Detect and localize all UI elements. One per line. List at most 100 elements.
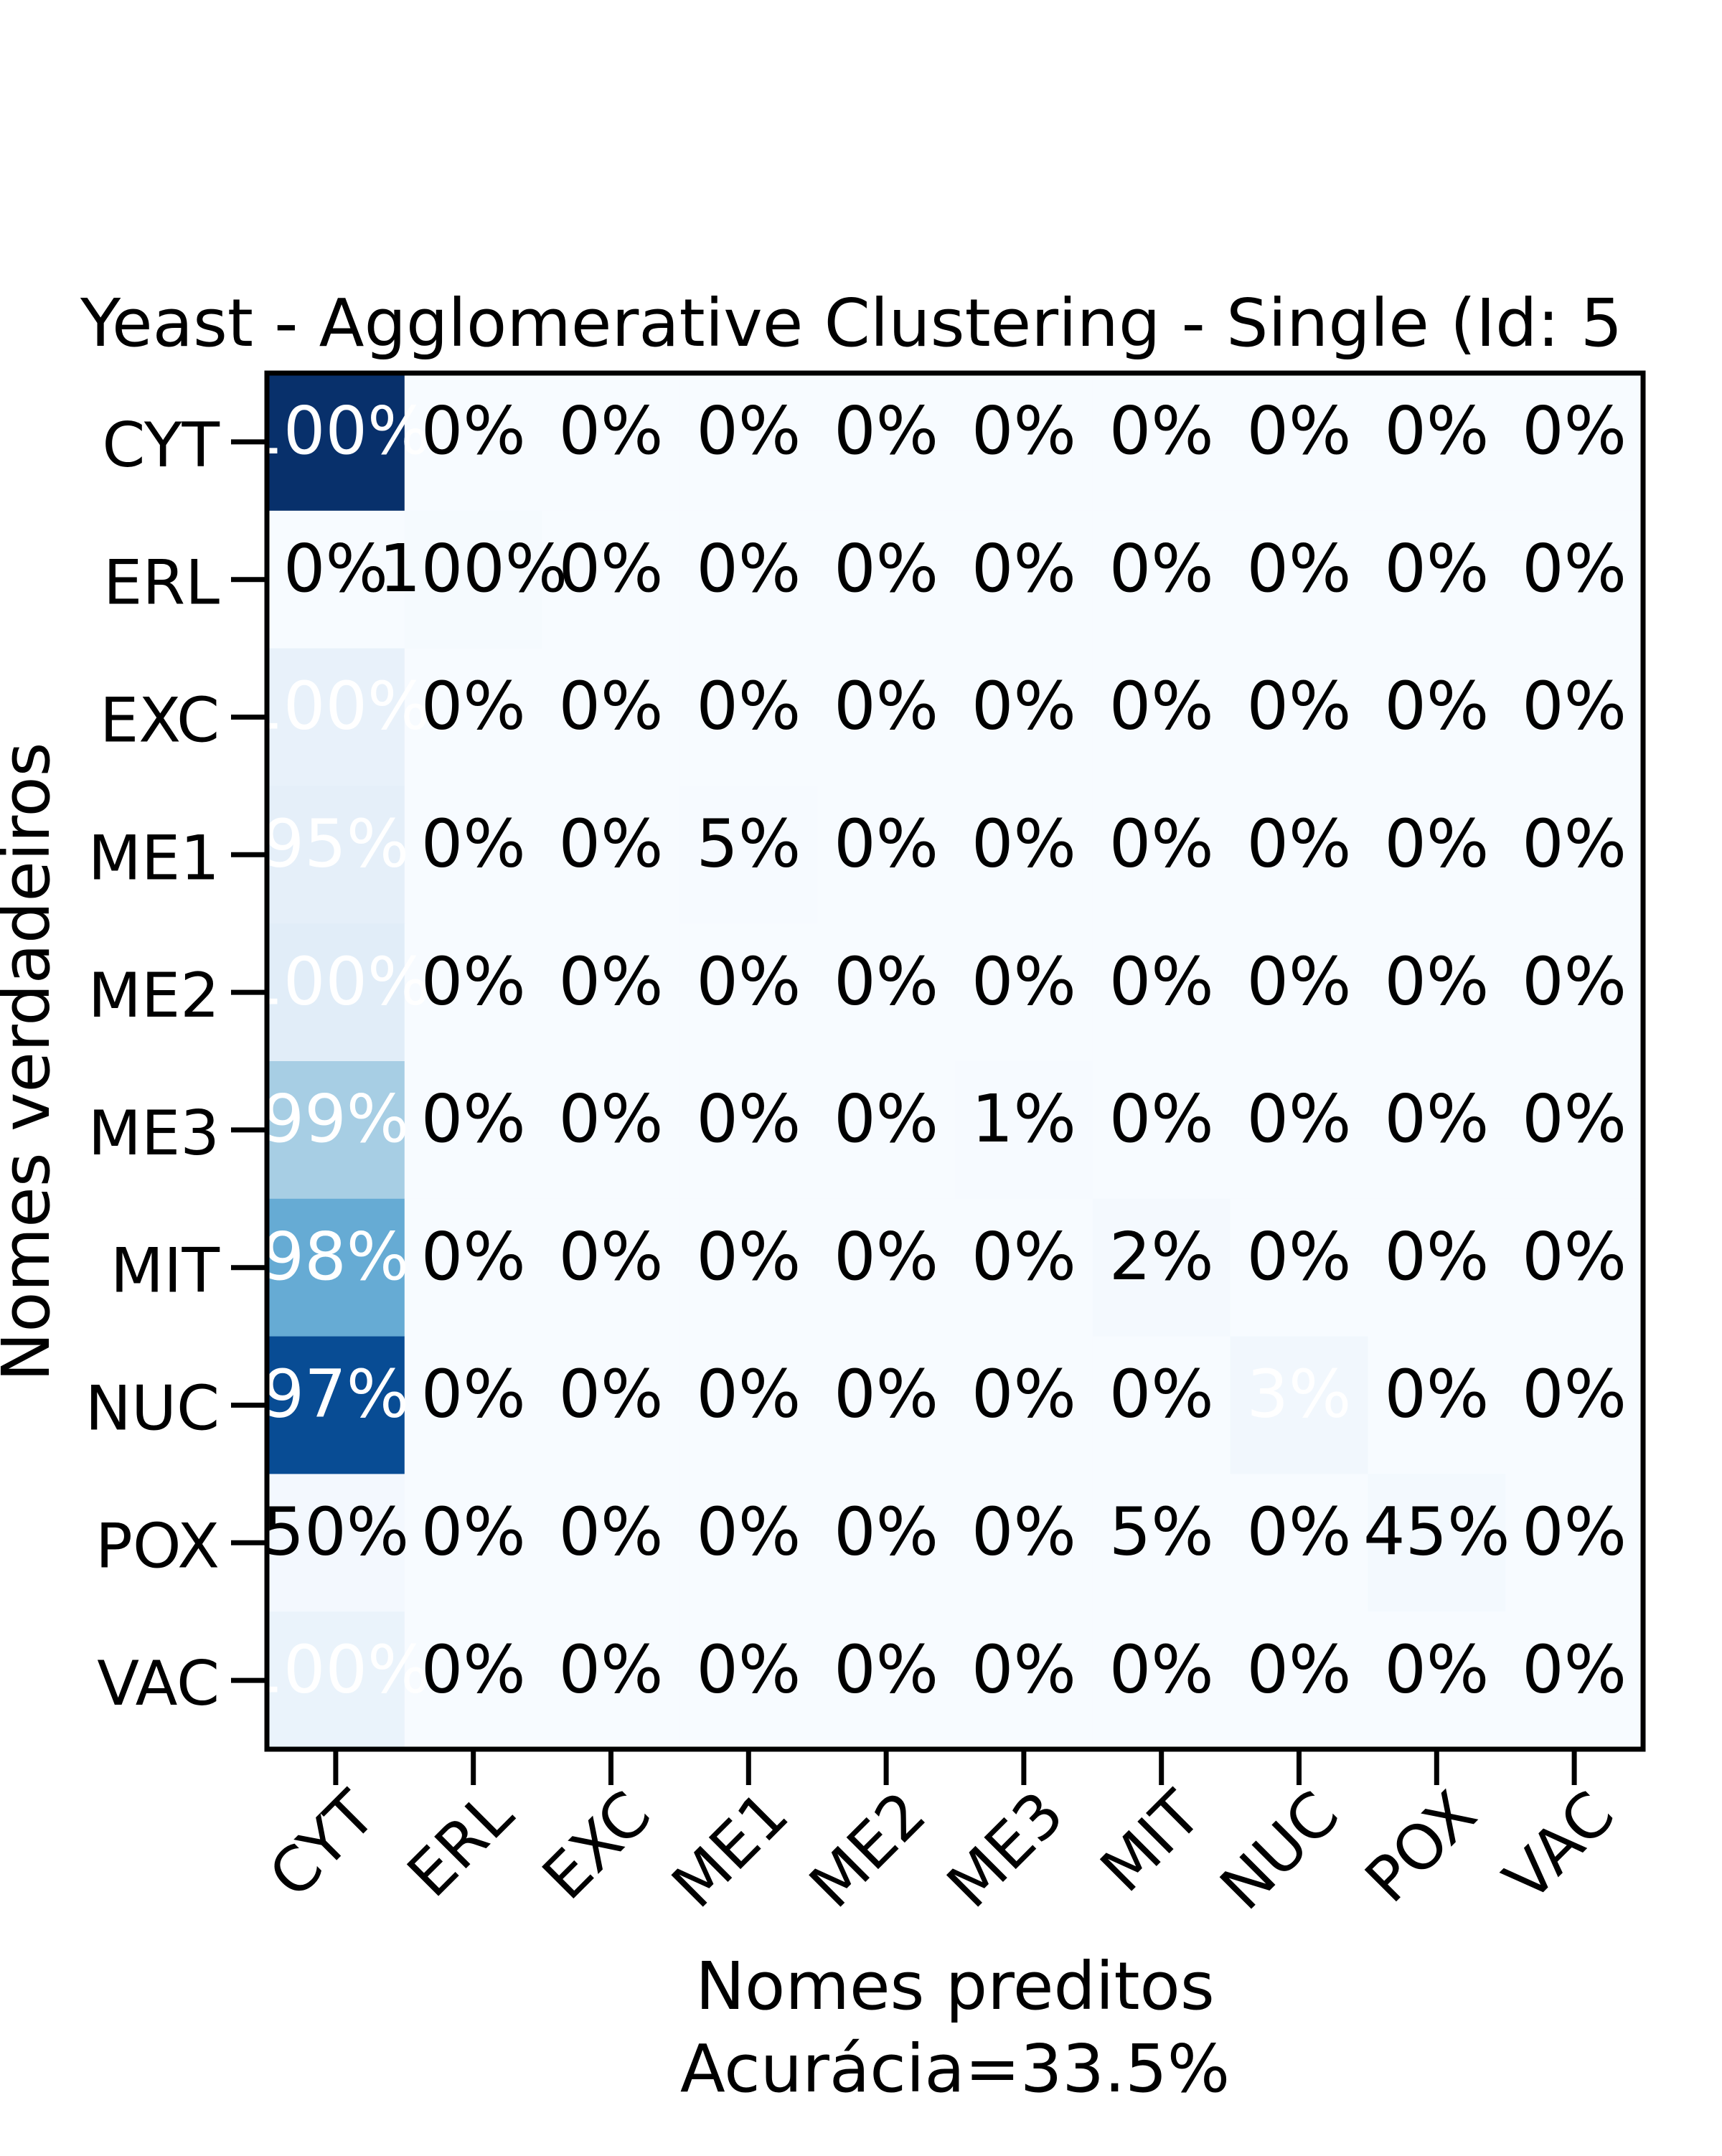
heatmap-cell — [267, 1474, 405, 1612]
heatmap-cell — [542, 1198, 680, 1337]
heatmap-cell — [1092, 1474, 1231, 1612]
cell-value-label: 0% — [834, 1356, 938, 1433]
cell-value-label: 0% — [834, 1631, 938, 1708]
cell-value-label: 0% — [834, 805, 938, 882]
heatmap-cell — [1368, 923, 1506, 1062]
heatmap-cell — [1230, 1474, 1368, 1612]
heatmap-cell — [1230, 648, 1368, 786]
heatmap-cell — [817, 510, 956, 649]
heatmap-cell — [817, 1474, 956, 1612]
heatmap-cell — [542, 1474, 680, 1612]
heatmap-cell — [817, 923, 956, 1062]
heatmap-cell — [404, 786, 543, 924]
accuracy-label: Acurácia=33.5% — [680, 2030, 1230, 2107]
cell-value-label: 0% — [1384, 530, 1489, 607]
heatmap-cell — [1230, 1061, 1368, 1200]
heatmap-cell-labels: 100% 0% 0% 0% 0% 0% 0% 0% 0% 0% 0% 100% 0% 0% 0% 0% 0% 0%… — [241, 392, 1627, 1708]
heatmap-cell — [1092, 1198, 1231, 1337]
cell-value-label: 50% — [263, 1493, 409, 1570]
cell-value-label: 100% — [241, 943, 430, 1020]
heatmap-cell — [404, 923, 543, 1062]
x-tick-label: VAC — [1491, 1778, 1628, 1915]
cell-value-label: 0% — [696, 1218, 801, 1295]
heatmap-cell — [542, 1336, 680, 1474]
heatmap-cell — [955, 1336, 1093, 1474]
heatmap-cell — [955, 1611, 1093, 1750]
cell-value-label: 0% — [696, 1493, 801, 1570]
heatmap-cell — [1092, 1336, 1231, 1474]
y-tick-label: VAC — [97, 1648, 220, 1720]
heatmap-cell — [1505, 648, 1644, 786]
heatmap-cell — [404, 1611, 543, 1750]
cell-value-label: 0% — [1384, 668, 1489, 745]
heatmap-cell — [1092, 648, 1231, 786]
heatmap-cell — [817, 1198, 956, 1337]
cell-value-label: 0% — [283, 530, 388, 607]
y-tick-label: MIT — [110, 1235, 220, 1307]
heatmap-cell — [1505, 373, 1644, 512]
cell-value-label: 0% — [696, 668, 801, 745]
cell-value-label: 0% — [1247, 1218, 1352, 1295]
heatmap-cell — [1230, 1198, 1368, 1337]
cell-value-label: 0% — [1247, 530, 1352, 607]
cell-value-label: 0% — [1384, 1218, 1489, 1295]
heatmap-cell — [1505, 1336, 1644, 1474]
heatmap-cell — [1092, 1061, 1231, 1200]
heatmap-cell — [1092, 1611, 1231, 1750]
heatmap-cell — [817, 648, 956, 786]
heatmap-cell — [1230, 786, 1368, 924]
cell-value-label: 0% — [421, 392, 526, 469]
cell-value-label: 0% — [1247, 392, 1352, 469]
heatmap-cell — [1505, 1474, 1644, 1612]
heatmap-cell — [955, 1474, 1093, 1612]
heatmap-cell — [955, 786, 1093, 924]
cell-value-label: 0% — [421, 1631, 526, 1708]
heatmap-cell — [1092, 510, 1231, 649]
cell-value-label: 100% — [379, 530, 568, 607]
heatmap-cell — [267, 648, 405, 786]
cell-value-label: 0% — [834, 668, 938, 745]
heatmap-cell — [267, 1061, 405, 1200]
cell-value-label: 0% — [696, 530, 801, 607]
heatmap-cell — [404, 648, 543, 786]
cell-value-label: 3% — [1247, 1356, 1352, 1433]
heatmap-cell — [267, 786, 405, 924]
y-tick-label: POX — [95, 1510, 220, 1582]
heatmap-cell — [542, 510, 680, 649]
cell-value-label: 0% — [559, 1218, 664, 1295]
cell-value-label: 0% — [971, 530, 1076, 607]
cell-value-label: 0% — [559, 668, 664, 745]
cell-value-label: 0% — [834, 1081, 938, 1157]
y-tick-label: ME1 — [88, 822, 220, 894]
heatmap-cell — [267, 923, 405, 1062]
x-tick-label: ME3 — [933, 1778, 1077, 1921]
x-tick-label: POX — [1352, 1778, 1490, 1916]
cell-value-label: 100% — [241, 1631, 430, 1708]
heatmap-cell — [1505, 510, 1644, 649]
x-tick-label: NUC — [1207, 1778, 1352, 1924]
heatmap-cell — [817, 1611, 956, 1750]
heatmap-cells — [267, 373, 1644, 1750]
cell-value-label: 0% — [559, 1081, 664, 1157]
cell-value-label: 0% — [971, 1356, 1076, 1433]
heatmap-cell — [817, 1061, 956, 1200]
heatmap-cell — [1505, 786, 1644, 924]
heatmap-cell — [1230, 923, 1368, 1062]
cell-value-label: 0% — [1522, 1493, 1627, 1570]
cell-value-label: 0% — [559, 1356, 664, 1433]
heatmap-cell — [1230, 1336, 1368, 1474]
y-tick-label: ME3 — [88, 1098, 220, 1169]
cell-value-label: 0% — [1384, 943, 1489, 1020]
cell-value-label: 2% — [1109, 1218, 1214, 1295]
heatmap-cell — [1505, 1061, 1644, 1200]
cell-value-label: 0% — [1247, 668, 1352, 745]
heatmap-cell — [404, 373, 543, 512]
heatmap-cell — [542, 1061, 680, 1200]
cell-value-label: 45% — [1363, 1493, 1510, 1570]
cell-value-label: 0% — [1384, 1631, 1489, 1708]
cell-value-label: 100% — [241, 668, 430, 745]
cell-value-label: 5% — [696, 805, 801, 882]
heatmap-cell — [955, 923, 1093, 1062]
y-tick-label: EXC — [100, 685, 220, 757]
